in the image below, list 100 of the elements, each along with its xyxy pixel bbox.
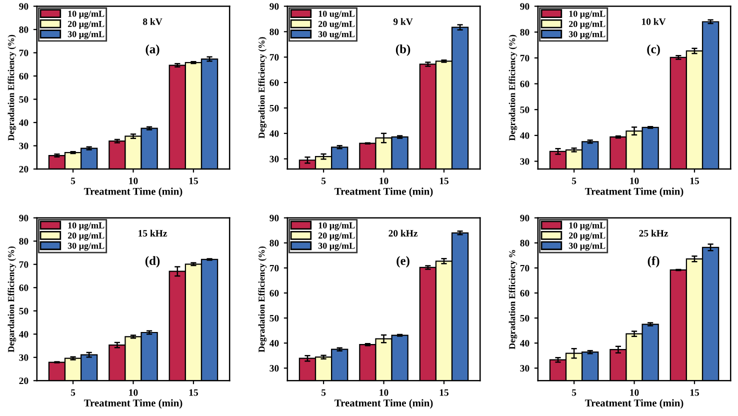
x-tick-label: 10 [630, 389, 639, 396]
y-tick-label: 50 [19, 96, 28, 103]
y-tick-label: 60 [19, 72, 28, 80]
y-axis-title: Degradation Efficiency % [508, 250, 518, 350]
y-axis-title: Degradation Efficiency (%) [8, 34, 16, 141]
legend-label: 30 μg/mL [68, 242, 104, 251]
y-tick-label: 80 [520, 28, 530, 36]
annotation: 25 kHz [639, 230, 668, 237]
y-tick-label: 40 [269, 340, 279, 347]
y-axis-title: Degardation Efficiency (%) [8, 246, 16, 352]
y-tick-label: 90 [520, 214, 530, 222]
y-tick-label: 30 [270, 156, 279, 162]
y-tick-label: 90 [270, 214, 279, 222]
y-tick-label: 40 [520, 132, 530, 139]
y-tick-label: 60 [270, 290, 279, 296]
legend-label: 30 ug/mL [318, 31, 355, 40]
legend-label: 10 μg/mL [318, 222, 355, 230]
y-tick-label: 60 [520, 80, 530, 88]
y-tick-label: 90 [19, 214, 28, 222]
annotation: 15 kHz [138, 230, 168, 237]
y-tick-label: 30 [270, 365, 279, 372]
x-tick-label: 10 [380, 389, 388, 396]
legend-label: 20 μg/mL [318, 232, 355, 241]
legend-label: 30 μg/mL [318, 242, 355, 251]
y-tick-label: 80 [19, 26, 28, 33]
y-tick-label: 70 [520, 54, 530, 62]
y-tick-label: 60 [520, 290, 530, 296]
x-axis-title: Treatment Time (min) [585, 399, 684, 409]
y-tick-label: 40 [18, 331, 28, 338]
y-tick-label: 40 [520, 340, 530, 347]
x-tick-label: 15 [189, 389, 198, 396]
annotation: 9 kV [393, 18, 413, 26]
x-tick-label: 15 [189, 178, 198, 184]
y-tick-label: 80 [270, 28, 279, 36]
y-tick-label: 80 [19, 238, 28, 245]
legend-label: 10 μg/mL [569, 10, 606, 19]
y-tick-label: 90 [270, 3, 279, 10]
legend-label: 30 μg/mL [568, 242, 606, 251]
y-tick-label: 50 [270, 104, 279, 112]
legend-label: 20 μg/mL [68, 20, 104, 29]
legend-label: 20 μg/mL [568, 20, 606, 29]
x-axis-title: Treatment Time (min) [334, 399, 433, 409]
x-tick-label: 5 [70, 178, 76, 184]
legend-label: 10 μg/mL [68, 10, 104, 19]
x-tick-label: 5 [572, 178, 576, 184]
x-axis-title: Treatment Time (min) [84, 188, 182, 198]
y-tick-label: 40 [18, 119, 28, 126]
legend-label: 30 μg/mL [68, 31, 104, 40]
x-tick-label: 15 [690, 389, 699, 396]
annotation: (e) [396, 256, 410, 268]
x-tick-label: 10 [129, 178, 138, 184]
legend-label: 20 μg/mL [568, 232, 606, 241]
legend-label: 10 μg/mL [68, 222, 104, 230]
annotation: 20 kHz [388, 230, 418, 237]
annotation: (a) [146, 44, 160, 56]
y-tick-label: 20 [19, 378, 28, 384]
y-tick-label: 50 [19, 308, 28, 314]
y-axis-title: Degradation Efficiency (%) [258, 246, 267, 352]
legend-label: 20 ug/mL [318, 20, 355, 29]
annotation: (c) [647, 44, 660, 56]
annotation: 8 kV [142, 18, 162, 26]
x-axis-title: Treatment Time (min) [585, 188, 684, 198]
x-tick-label: 10 [129, 389, 138, 396]
legend-label: 20 μg/mL [68, 232, 104, 241]
x-tick-label: 15 [440, 178, 448, 184]
x-tick-label: 10 [380, 178, 388, 184]
legend-label: 30 μg/mL [568, 31, 606, 40]
y-tick-label: 30 [520, 158, 530, 165]
annotation: (b) [396, 44, 410, 56]
x-axis-title: Treatment Time (min) [334, 188, 433, 198]
y-tick-label: 90 [520, 3, 530, 10]
x-tick-label: 5 [70, 389, 76, 396]
y-tick-label: 30 [520, 365, 530, 372]
y-tick-label: 50 [520, 314, 530, 322]
y-tick-label: 70 [270, 264, 279, 272]
y-tick-label: 50 [270, 314, 279, 322]
x-tick-label: 5 [322, 389, 326, 396]
x-tick-label: 5 [572, 389, 576, 396]
legend-label: 10 μg/mL [569, 222, 606, 230]
x-axis-title: Treatment Time (min) [84, 399, 182, 409]
y-axis-title: Degradtion Efficiency (%) [258, 37, 267, 138]
x-tick-label: 5 [322, 178, 326, 184]
y-tick-label: 60 [19, 284, 28, 292]
y-axis-title: Degradation Efficiency (%) [508, 34, 518, 141]
y-tick-label: 70 [19, 50, 28, 56]
annotation: (f) [648, 256, 660, 268]
y-tick-label: 50 [520, 106, 530, 114]
y-tick-label: 70 [19, 261, 28, 268]
x-tick-label: 15 [690, 178, 699, 184]
annotation: 10 kV [642, 18, 666, 26]
y-tick-label: 80 [270, 240, 279, 246]
x-tick-label: 10 [630, 178, 639, 184]
y-tick-label: 90 [19, 3, 28, 10]
annotation: (d) [145, 256, 160, 268]
y-tick-label: 40 [269, 130, 279, 137]
y-tick-label: 30 [19, 354, 28, 361]
legend-label: 10 ug/mL [318, 10, 355, 19]
y-tick-label: 70 [270, 54, 279, 61]
y-tick-label: 30 [19, 142, 28, 150]
y-tick-label: 70 [520, 264, 530, 272]
